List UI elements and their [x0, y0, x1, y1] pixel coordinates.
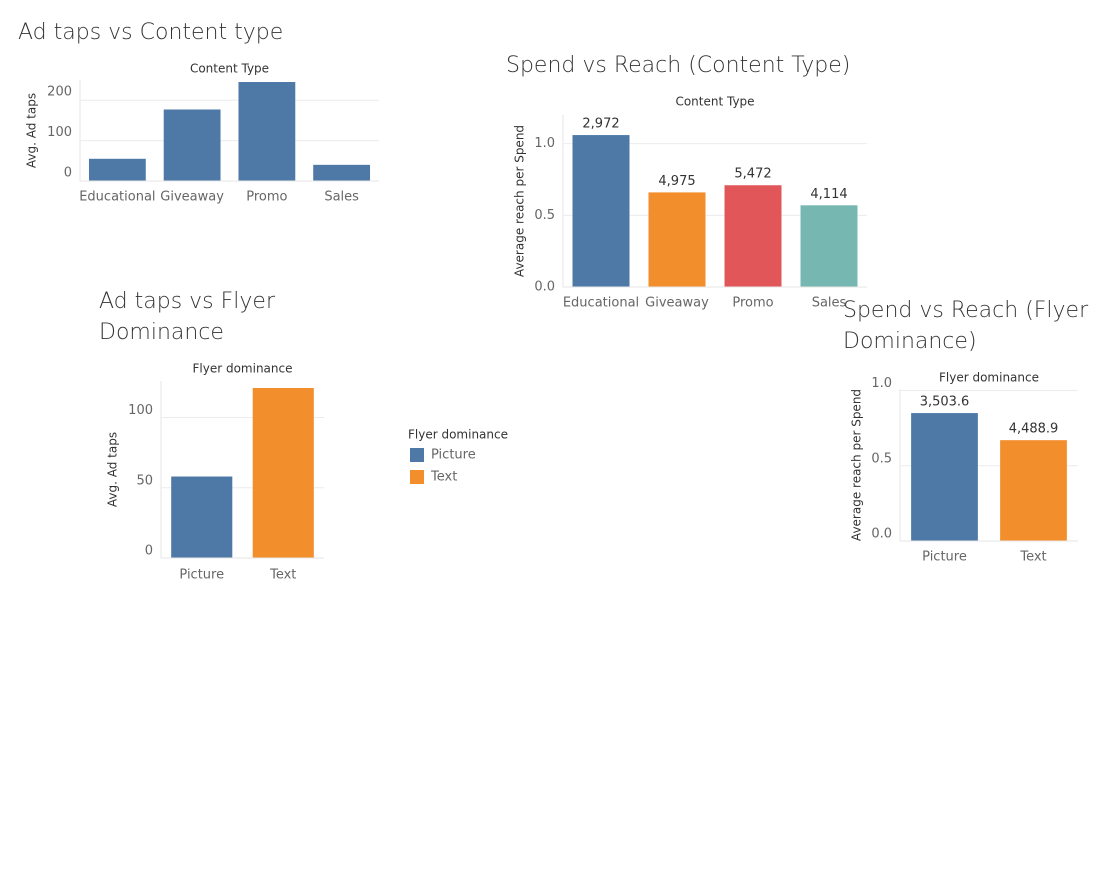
bar: [1000, 440, 1067, 541]
chart-title: Spend vs Reach (Content Type): [506, 53, 851, 78]
x-tick-label: Educational: [79, 190, 155, 205]
chart-title: Spend vs Reach (Flyer Dominance): [843, 298, 1089, 354]
y-tick-label: 100: [128, 403, 153, 418]
chart-title: Ad taps vs Content type: [18, 20, 284, 45]
bar-label: 5,472: [734, 167, 771, 182]
bar: [252, 388, 314, 558]
bar: [911, 413, 978, 541]
y-axis-label: Average reach per Spend: [513, 125, 527, 277]
x-tick-label: Giveaway: [160, 190, 224, 205]
x-tick-label: Educational: [563, 296, 639, 311]
y-tick-label: 0.0: [534, 280, 555, 295]
bar-label: 4,114: [810, 187, 847, 202]
bar: [238, 82, 296, 181]
column-header: Content Type: [675, 95, 754, 109]
x-tick-label: Picture: [179, 568, 224, 583]
x-tick-label: Text: [1019, 550, 1046, 565]
x-tick-label: Promo: [246, 190, 287, 205]
x-tick-label: Sales: [812, 296, 847, 311]
column-header: Flyer dominance: [939, 371, 1039, 385]
x-tick-label: Text: [269, 568, 296, 583]
bar: [572, 135, 630, 287]
y-axis-label: Average reach per Spend: [850, 389, 864, 541]
y-tick-label: 0.5: [534, 208, 555, 223]
bar: [88, 158, 146, 181]
bar: [724, 185, 782, 287]
chart-title: Ad taps vs Flyer Dominance: [99, 289, 275, 345]
bar: [648, 192, 706, 287]
y-tick-label: 0: [64, 166, 72, 181]
y-tick-label: 1.0: [534, 136, 555, 151]
legend-title: Flyer dominance: [408, 428, 508, 442]
legend-label: Text: [430, 470, 457, 485]
column-header: Content Type: [190, 62, 269, 76]
y-tick-label: 0.5: [871, 451, 892, 466]
column-header: Flyer dominance: [193, 362, 293, 376]
legend-label: Picture: [431, 448, 476, 463]
x-tick-label: Picture: [922, 550, 967, 565]
bar-label: 4,975: [658, 174, 695, 189]
bar: [800, 205, 858, 287]
bar: [171, 476, 233, 558]
y-axis-label: Avg. Ad taps: [106, 432, 120, 507]
x-tick-label: Giveaway: [645, 296, 709, 311]
y-tick-label: 200: [47, 85, 72, 100]
bar-label: 2,972: [582, 117, 619, 132]
legend-swatch: [410, 470, 424, 484]
y-tick-label: 0.0: [871, 527, 892, 542]
bar: [313, 164, 371, 181]
y-tick-label: 0: [145, 544, 153, 559]
y-tick-label: 1.0: [871, 376, 892, 391]
x-tick-label: Sales: [324, 190, 359, 205]
x-tick-label: Promo: [732, 296, 773, 311]
y-tick-label: 100: [47, 125, 72, 140]
bar: [163, 109, 221, 181]
bar-label: 4,488.9: [1009, 422, 1059, 437]
bar-label: 3,503.6: [920, 395, 970, 410]
y-axis-label: Avg. Ad taps: [25, 93, 39, 168]
y-tick-label: 50: [136, 473, 153, 488]
legend-swatch: [410, 448, 424, 462]
